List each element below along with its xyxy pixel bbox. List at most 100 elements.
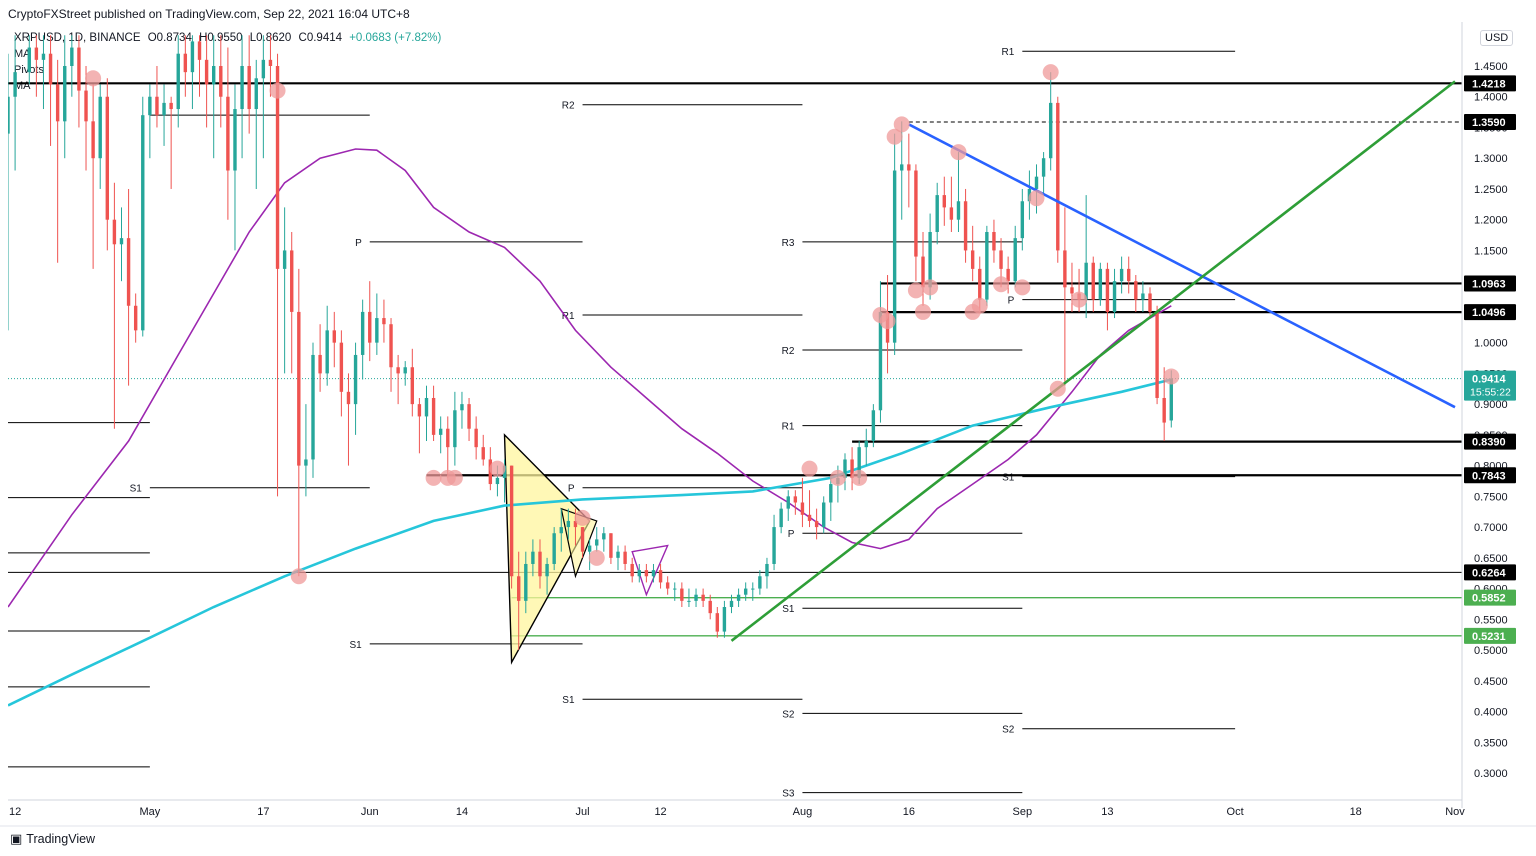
candle-body: [609, 533, 613, 558]
candle-body: [956, 201, 961, 220]
price-axis-tick: 1.2500: [1474, 184, 1508, 196]
candle-body: [77, 47, 81, 91]
pivot-label: P: [1008, 296, 1015, 307]
candle-body: [928, 231, 932, 288]
candle-body: [197, 41, 202, 60]
price-label-text: 1.3590: [1472, 117, 1506, 129]
candle-body: [559, 527, 563, 534]
pivot-label: S1: [1002, 473, 1015, 484]
pivot-label: R1: [1002, 47, 1015, 58]
time-axis-tick: 14: [456, 806, 468, 818]
pivot-marker: [1014, 279, 1031, 296]
candle-body: [949, 207, 954, 220]
price-label-box: [1464, 467, 1516, 484]
price-label-text: 0.5852: [1472, 593, 1506, 605]
candle-body: [41, 53, 46, 60]
candle-body: [453, 410, 457, 448]
footer-brand[interactable]: ▣ TradingView: [10, 831, 95, 847]
pivot-marker: [922, 279, 939, 296]
price-label-box: [1464, 564, 1516, 581]
price-axis-tick: 0.3500: [1474, 737, 1508, 749]
candle-body: [290, 250, 294, 312]
pivot-marker: [1042, 64, 1059, 81]
candle-body: [247, 66, 251, 110]
price-label-text: 1.0963: [1472, 278, 1506, 290]
candle-body: [339, 342, 344, 392]
time-axis-tick: Jul: [576, 806, 590, 818]
time-axis-tick: May: [139, 806, 160, 818]
candle-body: [1112, 281, 1117, 312]
candle-body: [1048, 102, 1053, 159]
candle-body: [907, 164, 911, 171]
price-label-box: [1464, 113, 1516, 130]
price-label-text: 0.9414: [1472, 374, 1507, 386]
candle-body: [1034, 176, 1039, 189]
candle-body: [807, 514, 812, 521]
time-axis-tick: 12: [654, 806, 666, 818]
time-axis-tick: 17: [257, 806, 269, 818]
candle-body: [190, 41, 195, 73]
candle-body: [375, 318, 379, 343]
pivot-marker: [851, 469, 868, 486]
price-axis-tick: 0.6500: [1474, 553, 1508, 565]
candle-body: [736, 594, 741, 601]
candle-body: [1141, 293, 1145, 300]
candle-body: [1105, 268, 1110, 312]
pivot-label: R3: [782, 238, 795, 249]
price-label-text: 0.7843: [1472, 470, 1506, 482]
candle-body: [623, 551, 627, 564]
candle-body: [843, 459, 847, 478]
pivot-label: S1: [562, 695, 575, 706]
candle-body: [857, 447, 861, 478]
candle-body: [268, 59, 273, 66]
pivot-marker: [893, 116, 910, 133]
candle-body: [1119, 268, 1124, 282]
candle-body: [446, 428, 450, 448]
price-label-text: 0.6264: [1472, 567, 1507, 579]
candle-body: [403, 367, 407, 374]
pivot-marker: [1071, 291, 1088, 308]
candle-body: [282, 250, 287, 269]
pivot-marker: [85, 70, 102, 87]
indicator-label-ma[interactable]: MA: [14, 48, 31, 60]
candle-body: [183, 53, 188, 73]
candle-body: [48, 53, 53, 85]
candle-body: [545, 563, 549, 577]
tradingview-logo-icon: ▣: [10, 831, 23, 846]
change-value: +0.0683 (+7.82%): [349, 32, 442, 44]
candle-body: [715, 613, 720, 632]
candle-body: [460, 404, 464, 411]
candle-body: [382, 318, 386, 325]
candle-body: [261, 59, 266, 79]
price-label-box: [1464, 627, 1516, 644]
candle-body: [822, 502, 826, 528]
moving-average-line: [8, 148, 1172, 608]
candle-body: [353, 354, 358, 405]
pivot-marker: [829, 469, 846, 486]
candle-body: [701, 594, 705, 601]
candle-body: [70, 47, 74, 66]
candle-body: [63, 66, 67, 122]
currency-button[interactable]: USD: [1480, 30, 1514, 46]
pivot-marker: [446, 469, 463, 486]
candle-body: [616, 551, 620, 558]
pivot-marker: [1049, 380, 1066, 397]
candle-body: [1070, 287, 1074, 294]
pivot-marker: [588, 549, 605, 566]
price-axis-tick: 0.9000: [1474, 399, 1508, 411]
symbol-label[interactable]: XRPUSD, 1D, BINANCE: [14, 32, 141, 44]
candle-body: [1063, 250, 1067, 288]
time-axis-tick: Nov: [1445, 806, 1465, 818]
price-axis-tick: 1.4500: [1474, 61, 1508, 73]
candle-body: [630, 563, 634, 577]
candle-body: [119, 238, 124, 245]
open-value: O0.8734: [147, 32, 192, 44]
price-label-text: 1.4218: [1472, 78, 1506, 90]
candle-body: [318, 354, 322, 374]
pivot-label: R2: [782, 346, 795, 357]
price-label-box: [1464, 433, 1516, 450]
candle-body: [474, 428, 478, 448]
pivot-marker: [907, 282, 924, 299]
candle-body: [900, 164, 904, 171]
